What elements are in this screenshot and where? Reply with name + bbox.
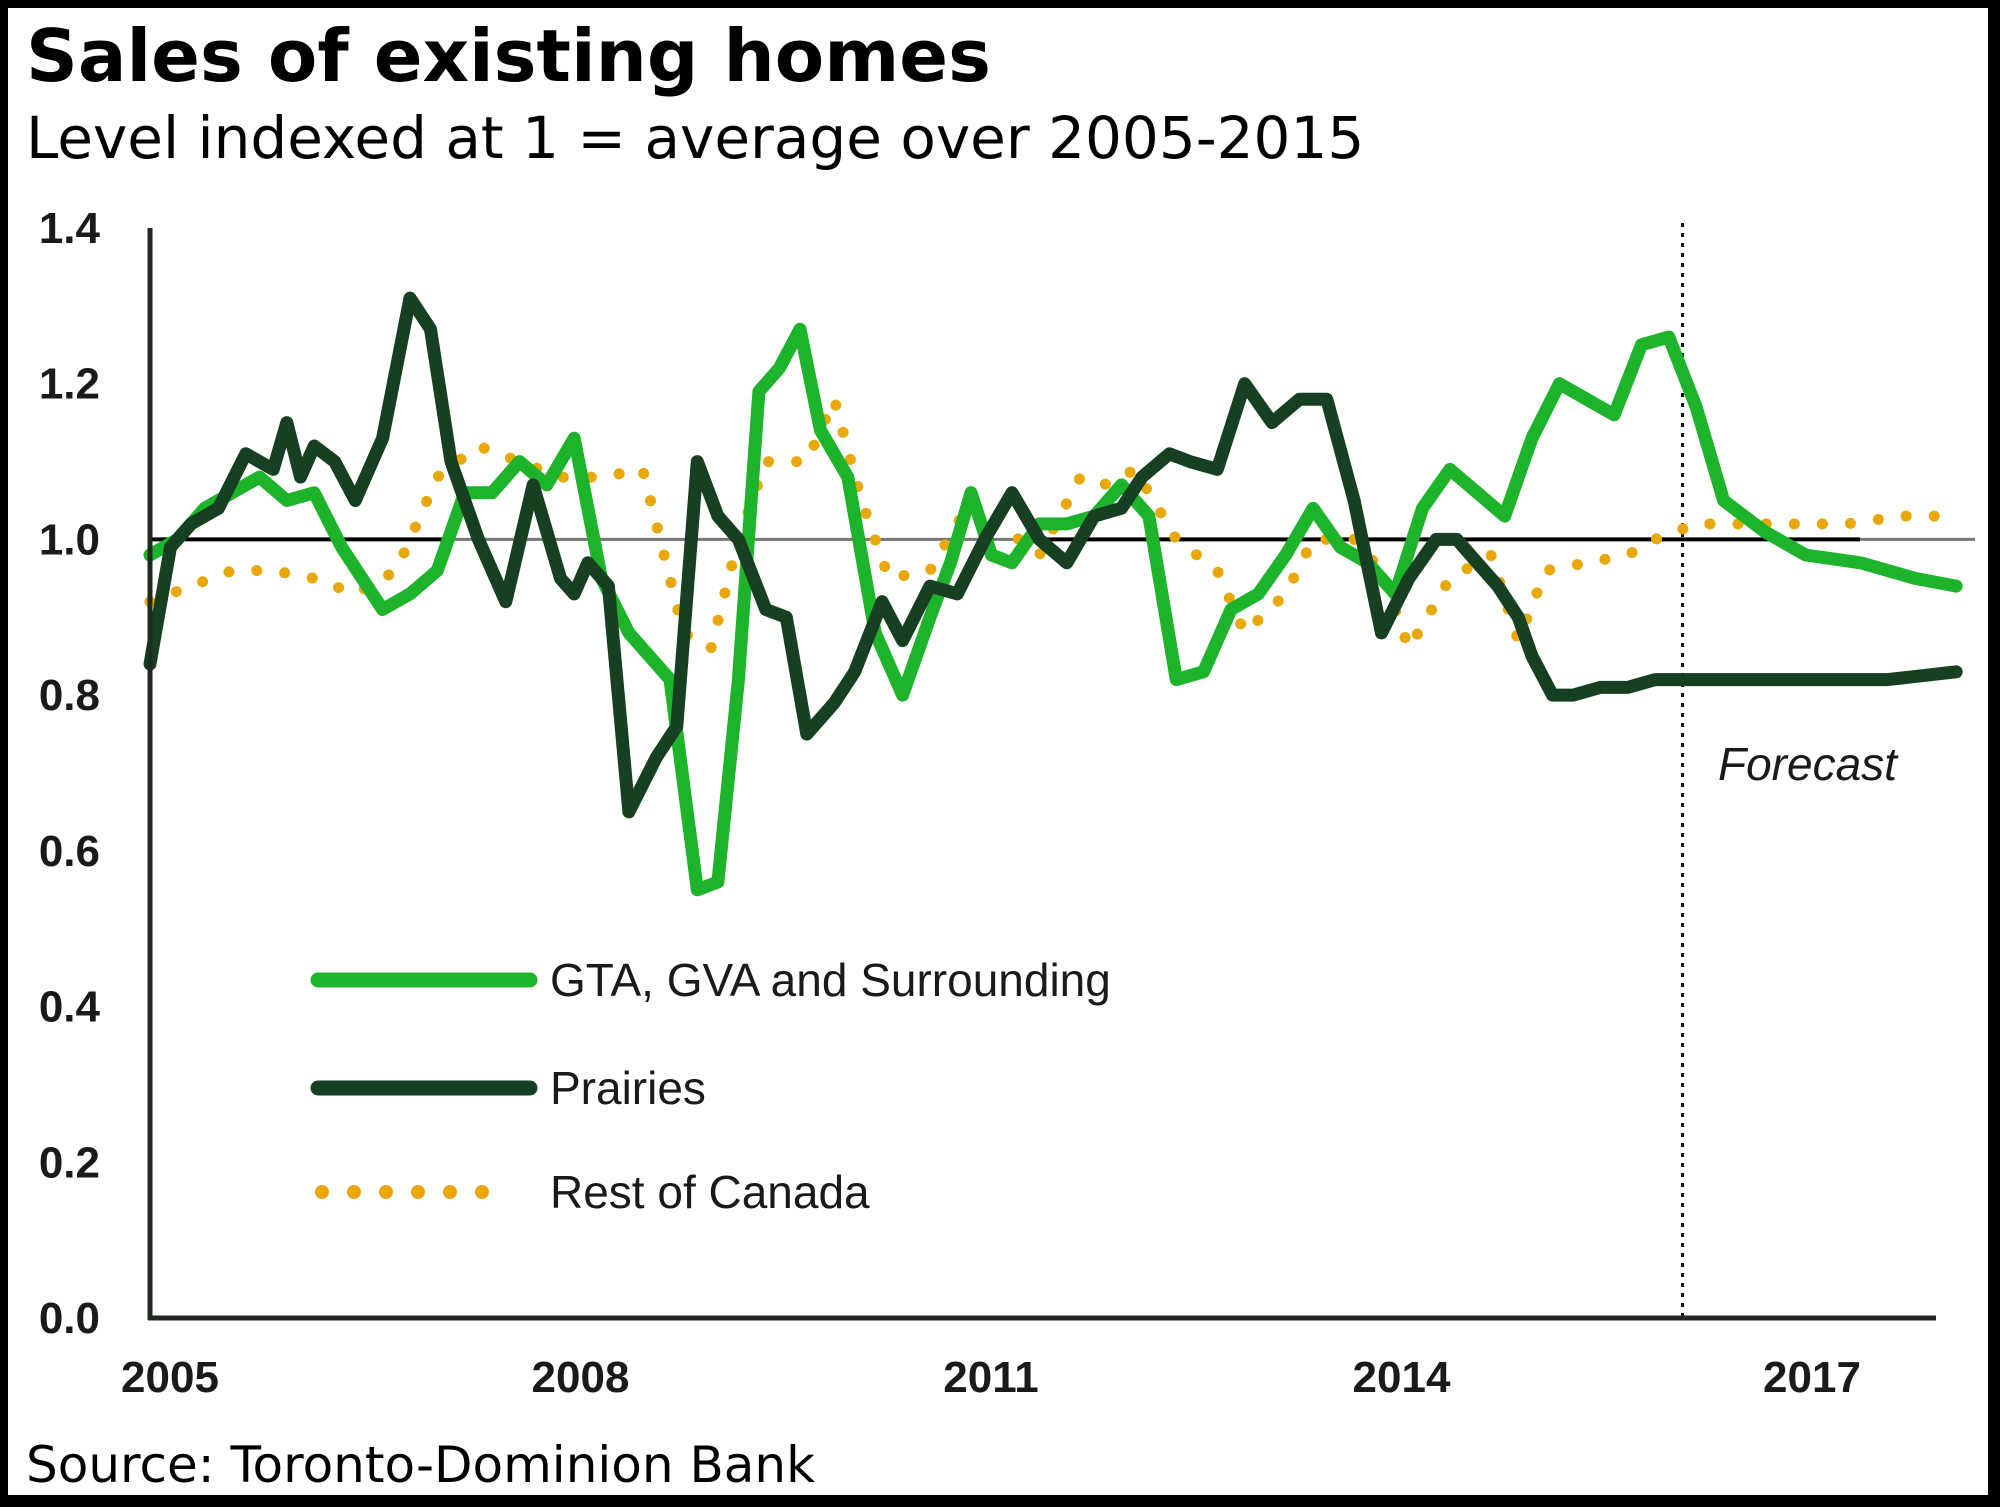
y-tick-label: 1.4 bbox=[39, 204, 101, 253]
legend-marker-dot bbox=[411, 1185, 425, 1199]
legend-label: Rest of Canada bbox=[550, 1166, 870, 1218]
y-tick-label: 0.4 bbox=[39, 983, 101, 1032]
x-tick-label: 2005 bbox=[121, 1353, 219, 1402]
y-axis-ticks: 0.0 0.2 0.4 0.6 0.8 1.0 1.2 1.4 bbox=[39, 204, 101, 1343]
x-axis-ticks: 2005 2008 2011 2014 2017 bbox=[121, 1353, 1861, 1402]
legend-label: Prairies bbox=[550, 1062, 706, 1114]
forecast-divider-group: Forecast bbox=[1681, 223, 1899, 1318]
chart-subtitle: Level indexed at 1 = average over 2005-2… bbox=[26, 104, 1365, 172]
legend-marker-dot bbox=[475, 1185, 489, 1199]
axes bbox=[147, 228, 1936, 1321]
forecast-label: Forecast bbox=[1718, 738, 1899, 790]
legend: GTA, GVA and Surrounding Prairies Rest of … bbox=[310, 954, 1111, 1218]
y-tick-label: 0.0 bbox=[39, 1294, 100, 1343]
x-tick-label: 2017 bbox=[1763, 1353, 1861, 1402]
x-tick-label: 2008 bbox=[532, 1353, 630, 1402]
y-tick-label: 0.2 bbox=[39, 1138, 100, 1187]
legend-marker-dot bbox=[379, 1185, 393, 1199]
x-tick-label: 2011 bbox=[943, 1353, 1038, 1402]
chart-frame: Sales of existing homes Level indexed at… bbox=[4, 4, 1992, 1499]
y-tick-label: 0.8 bbox=[39, 671, 100, 720]
chart-title: Sales of existing homes bbox=[26, 14, 991, 98]
y-tick-label: 0.6 bbox=[39, 827, 100, 876]
series-line-gta-gva-and-surrounding bbox=[143, 322, 1963, 897]
legend-marker-dot bbox=[443, 1185, 457, 1199]
y-tick-label: 1.0 bbox=[39, 515, 100, 564]
x-tick-label: 2014 bbox=[1353, 1353, 1451, 1402]
y-tick-label: 1.2 bbox=[39, 360, 100, 409]
series-line-rest-of-canada bbox=[144, 393, 1962, 654]
source-note: Source: Toronto-Dominion Bank bbox=[26, 1436, 816, 1494]
series-line-prairies bbox=[143, 291, 1963, 819]
legend-label: GTA, GVA and Surrounding bbox=[550, 954, 1111, 1006]
legend-marker-dot bbox=[315, 1185, 329, 1199]
series-layer bbox=[143, 291, 1963, 897]
legend-marker-dot bbox=[347, 1185, 361, 1199]
